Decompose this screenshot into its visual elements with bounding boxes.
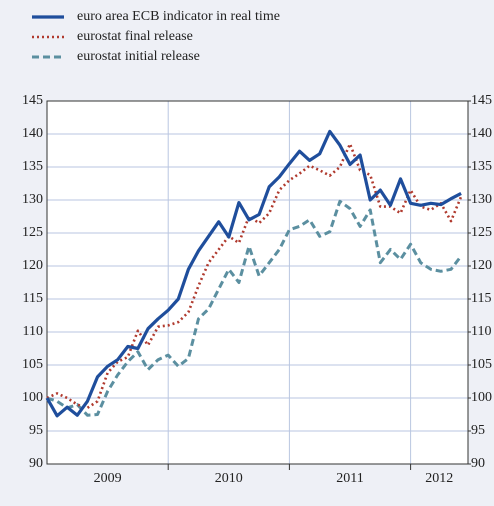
series-line [46,199,463,417]
series-line [45,129,462,418]
y-tick-label: 130 [22,192,43,207]
y2-tick-label: 105 [471,357,492,372]
y-tick-label: 135 [22,159,43,174]
legend-label: eurostat final release [77,29,193,44]
y-tick-label: 95 [29,423,43,438]
x-year-label: 2012 [425,471,453,486]
x-year-label: 2010 [215,471,243,486]
y2-tick-label: 95 [471,423,485,438]
y2-tick-label: 130 [471,192,492,207]
y-tick-label: 120 [22,258,43,273]
y2-tick-label: 110 [471,324,491,339]
y2-tick-label: 90 [471,456,485,471]
y2-tick-label: 115 [471,291,491,306]
legend-label: euro area ECB indicator in real time [77,9,280,24]
y-tick-label: 100 [22,390,43,405]
y-tick-label: 110 [23,324,43,339]
y2-tick-label: 145 [471,93,492,108]
x-year-label: 2011 [336,471,363,486]
y2-tick-label: 120 [471,258,492,273]
y-tick-label: 140 [22,126,43,141]
y2-tick-label: 135 [471,159,492,174]
y2-tick-label: 100 [471,390,492,405]
legend-label: eurostat initial release [77,49,200,64]
y-tick-label: 145 [22,93,43,108]
x-year-label: 2009 [94,471,122,486]
y2-tick-label: 125 [471,225,492,240]
y-tick-label: 115 [23,291,43,306]
y-tick-label: 105 [22,357,43,372]
plot-frame [46,100,469,465]
y-tick-label: 125 [22,225,43,240]
plot-area [47,101,468,464]
y2-tick-label: 140 [471,126,492,141]
y-tick-label: 90 [29,456,43,471]
